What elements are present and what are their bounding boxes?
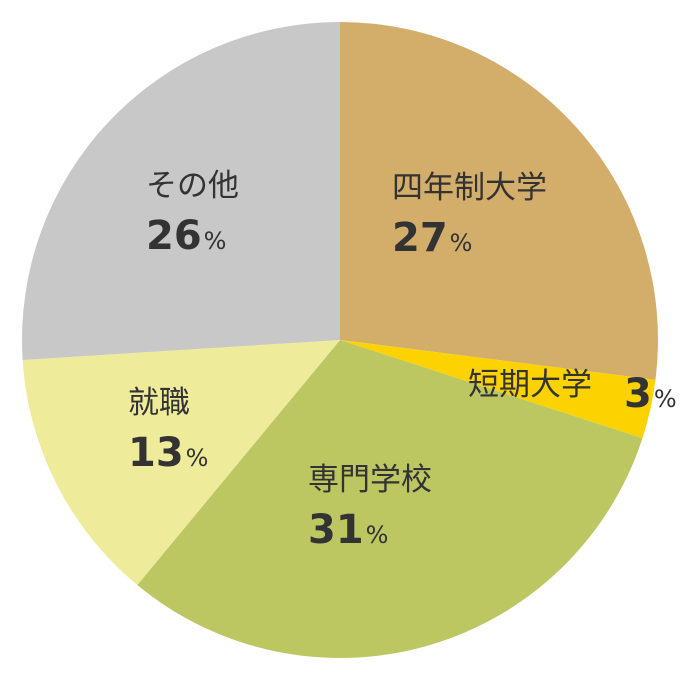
pie-slice-2 [340,340,656,439]
slice-percent-label: 31% [308,507,388,553]
slice-percent-label: 26% [146,213,226,259]
pie-slice-5 [21,22,340,360]
slice-percent-label: 27% [392,215,472,261]
slice-category-label: 就職 [128,385,190,421]
pie-slice-4 [22,340,340,586]
pie-slices [21,22,658,658]
slice-label-group-3: 専門学校 31% [308,462,432,553]
slice-label-group-4: 就職 13% [128,385,208,476]
slice-percent-label: 3% [624,371,677,417]
pie-slice-3 [137,340,643,658]
slice-category-label: 四年制大学 [392,170,547,206]
pie-labels: 四年制大学 27% 短期大学 3% 専門学校 31% 就職 13% その他 26% [128,168,677,553]
pie-slice-1 [340,22,658,380]
slice-category-label: その他 [146,168,239,204]
slice-label-group-2: 短期大学 3% [468,367,677,417]
slice-label-group-1: 四年制大学 27% [392,170,547,261]
slice-label-group-5: その他 26% [146,168,239,259]
slice-percent-label: 13% [128,430,208,476]
slice-category-label: 短期大学 [468,367,592,403]
slice-category-label: 専門学校 [308,462,432,498]
